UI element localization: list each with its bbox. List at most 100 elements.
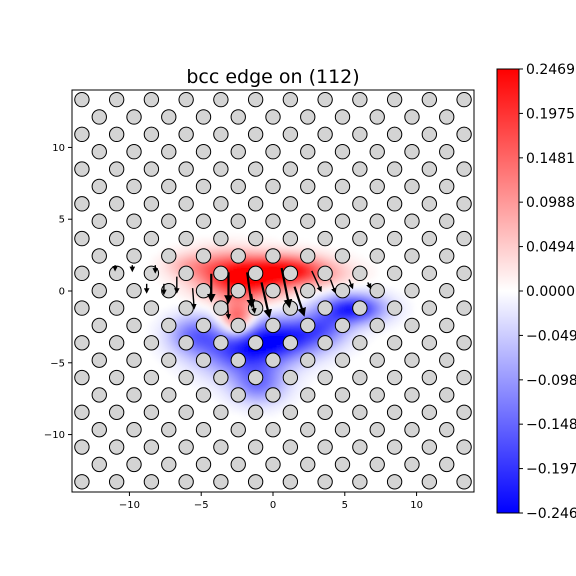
heat-cell: [330, 366, 335, 371]
heat-cell: [226, 330, 231, 335]
heat-cell: [204, 244, 209, 249]
heat-cell: [251, 402, 256, 407]
heat-cell: [219, 262, 224, 267]
heat-cell: [391, 291, 396, 296]
heat-cell: [351, 291, 357, 296]
heat-cell: [301, 369, 306, 375]
heat-cell: [377, 301, 382, 306]
heat-cell: [262, 237, 267, 242]
heat-cell: [165, 265, 170, 271]
colorbar-axis: 0.24690.19750.14810.09880.04940.0000−0.0…: [519, 62, 576, 522]
heat-cell: [280, 377, 285, 382]
heat-cell: [222, 348, 227, 353]
heat-cell: [219, 348, 224, 353]
y-tick-label: 0: [59, 287, 65, 298]
heat-cell: [348, 352, 353, 357]
heat-cell: [341, 334, 346, 339]
heat-cell: [211, 359, 217, 364]
heat-cell: [269, 240, 274, 245]
heat-cell: [244, 312, 249, 317]
heat-cell: [351, 298, 357, 303]
atom: [92, 75, 106, 89]
heat-cell: [280, 262, 285, 267]
atom: [473, 323, 474, 328]
atom: [317, 126, 333, 143]
atom: [57, 492, 71, 506]
heat-cell: [147, 326, 152, 332]
heat-cell: [190, 312, 195, 317]
heat-cell: [387, 291, 393, 296]
heat-cell: [294, 366, 299, 371]
heat-cell: [276, 344, 281, 350]
heat-cell: [190, 326, 195, 332]
heat-cell: [262, 276, 267, 281]
heat-cell: [312, 377, 317, 382]
heat-cell: [273, 344, 278, 350]
heat-cell: [387, 316, 393, 321]
heat-cell: [247, 312, 253, 317]
heat-cell: [287, 280, 292, 285]
heat-cell: [194, 330, 199, 335]
atom: [108, 126, 125, 143]
heat-cell: [280, 305, 285, 310]
heat-cell: [405, 305, 410, 310]
heat-cell: [283, 258, 288, 263]
heat-cell: [176, 352, 181, 357]
atom: [282, 196, 299, 212]
heat-cell: [251, 287, 256, 292]
heat-cell: [337, 337, 342, 342]
heat-cell: [226, 355, 231, 360]
atom: [161, 213, 177, 229]
heat-cell: [186, 348, 192, 353]
heat-cell: [172, 366, 177, 371]
heat-cell: [276, 341, 281, 346]
heat-cell: [183, 255, 188, 260]
y-tick-label: −5: [50, 358, 65, 369]
heat-cell: [258, 244, 263, 249]
heat-cell: [240, 280, 245, 285]
heat-cell: [172, 334, 177, 339]
heat-cell: [287, 395, 292, 400]
heat-cell: [384, 312, 389, 317]
heat-cell: [348, 326, 353, 332]
atom: [265, 144, 281, 160]
heat-cell: [269, 369, 274, 375]
colorbar-tick-label: 0.1975: [526, 106, 575, 122]
heat-cell: [283, 348, 288, 353]
heat-cell: [308, 312, 314, 317]
heat-cell: [158, 276, 163, 281]
heat-cell: [247, 348, 253, 353]
heat-cell: [351, 258, 357, 263]
heat-cell: [240, 262, 245, 267]
atom: [74, 230, 90, 247]
heat-cell: [294, 348, 299, 353]
heat-cell: [201, 265, 206, 271]
heat-cell: [258, 348, 263, 353]
heat-cell: [290, 384, 296, 389]
heat-cell: [244, 359, 249, 364]
heat-cell: [211, 316, 217, 321]
atom: [334, 317, 351, 334]
atom: [439, 387, 455, 403]
atom: [213, 369, 229, 386]
heat-cell: [240, 265, 245, 271]
heat-cell: [269, 308, 274, 314]
heat-cell: [276, 308, 281, 314]
colorbar-tick-label: −0.0494: [526, 328, 576, 344]
atom: [282, 91, 299, 108]
heat-cell: [276, 316, 281, 321]
atom: [404, 178, 420, 195]
heat-cell: [204, 377, 209, 382]
atom: [91, 178, 107, 195]
heat-cell: [222, 366, 227, 371]
heat-cell: [154, 255, 159, 260]
heat-cell: [215, 316, 220, 321]
heat-cell: [197, 330, 202, 335]
heat-cell: [204, 237, 209, 242]
heat-cell: [208, 308, 213, 314]
heat-cell: [233, 384, 238, 389]
heat-cell: [348, 294, 353, 299]
atom: [91, 109, 107, 125]
heat-cell: [211, 395, 217, 400]
atom: [282, 265, 299, 282]
